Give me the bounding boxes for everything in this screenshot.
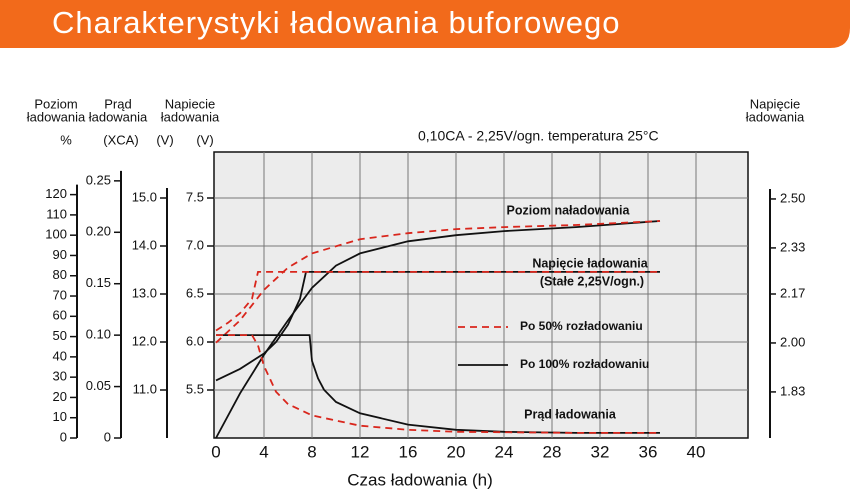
legend-label: Po 50% rozładowaniu — [520, 319, 643, 333]
subtitle: 0,10CA - 2,25V/ogn. temperatura 25°C — [418, 128, 659, 144]
series-line — [216, 334, 660, 434]
legend-label: Po 100% rozładowaniu — [520, 357, 649, 371]
axis-title: ładowania — [89, 109, 148, 124]
y-tick-label: 110 — [46, 206, 67, 221]
y-tick-label: 6.0 — [186, 333, 204, 348]
y-tick-label: 11.0 — [133, 381, 157, 396]
x-tick-label: 0 — [211, 442, 220, 461]
y-tick-label: 0.10 — [86, 327, 111, 342]
curve-label: Napięcie ładowania — [532, 256, 648, 270]
plot-area — [213, 151, 749, 439]
y-tick-label: 80 — [53, 267, 67, 282]
axis-title: Napięcie — [750, 96, 801, 111]
title-bar — [0, 0, 850, 48]
x-tick-label: 36 — [639, 442, 658, 461]
x-tick-label: 40 — [687, 442, 706, 461]
y-tick-label: 90 — [53, 247, 67, 262]
series-line — [215, 271, 660, 382]
x-axis-label: Czas ładowania (h) — [347, 470, 493, 489]
axis-title: ładowania — [27, 109, 86, 124]
y-tick-label: 0 — [104, 429, 111, 444]
y-tick-label: 13.0 — [132, 285, 157, 300]
curve-label: Poziom naładowania — [507, 203, 631, 217]
x-tick-label: 12 — [351, 442, 370, 461]
y-tick-label: 70 — [53, 287, 67, 302]
x-tick-label: 16 — [399, 442, 418, 461]
y-tick-label: 40 — [53, 348, 67, 363]
axis-title: Napiecie — [165, 96, 216, 111]
chart-title: Charakterystyki ładowania buforowego — [52, 5, 620, 40]
x-tick-label: 4 — [259, 442, 268, 461]
series-line — [215, 271, 660, 332]
axis-title: Poziom — [34, 96, 77, 111]
x-tick-label: 24 — [495, 442, 514, 461]
x-tick-label: 32 — [591, 442, 610, 461]
y-tick-label: 2.17 — [780, 285, 805, 300]
y-tick-label: 2.33 — [780, 239, 805, 254]
axis-unit: (V) — [156, 132, 173, 147]
x-tick-label: 8 — [307, 442, 316, 461]
y-tick-label: 60 — [53, 308, 67, 323]
axis-title: ładowania — [746, 109, 805, 124]
y-tick-label: 100 — [45, 227, 67, 242]
axis-title: Prąd — [104, 96, 131, 111]
y-tick-label: 10 — [53, 409, 67, 424]
y-tick-label: 6.5 — [186, 285, 204, 300]
series-line — [215, 220, 661, 439]
y-tick-label: 12.0 — [132, 333, 157, 348]
y-tick-label: 0.20 — [86, 224, 111, 239]
axis-unit: % — [60, 132, 72, 147]
curve-label: Prąd ładowania — [524, 407, 617, 421]
y-tick-label: 2.00 — [780, 334, 805, 349]
y-tick-label: 0.05 — [86, 378, 111, 393]
y-tick-label: 0 — [60, 429, 67, 444]
x-tick-label: 20 — [447, 442, 466, 461]
x-tick-label: 28 — [543, 442, 562, 461]
y-tick-label: 0.25 — [86, 172, 111, 187]
series-line — [215, 220, 661, 344]
y-tick-label: 15.0 — [132, 189, 157, 204]
y-tick-label: 5.5 — [186, 381, 204, 396]
y-tick-label: 30 — [53, 369, 67, 384]
series-line — [216, 334, 660, 434]
y-tick-label: 7.5 — [186, 189, 204, 204]
y-tick-label: 50 — [53, 328, 67, 343]
axis-unit: (V) — [196, 132, 213, 147]
y-tick-label: 14.0 — [132, 237, 157, 252]
axis-title: ładowania — [161, 109, 220, 124]
y-tick-label: 7.0 — [186, 237, 204, 252]
y-tick-label: 1.83 — [780, 383, 805, 398]
y-tick-label: 2.50 — [780, 190, 805, 205]
y-tick-label: 20 — [53, 389, 67, 404]
y-tick-label: 0.15 — [86, 275, 111, 290]
axis-unit: (XCA) — [103, 132, 138, 147]
curve-label: (Stałe 2,25V/ogn.) — [540, 274, 644, 288]
y-tick-label: 120 — [45, 186, 67, 201]
